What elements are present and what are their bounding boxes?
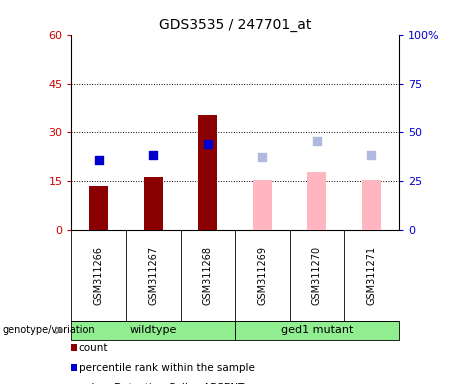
Text: genotype/variation: genotype/variation xyxy=(2,325,95,335)
Point xyxy=(313,137,321,144)
Point xyxy=(149,152,157,159)
Text: GSM311266: GSM311266 xyxy=(94,246,104,305)
Text: value, Detection Call = ABSENT: value, Detection Call = ABSENT xyxy=(78,383,244,384)
Bar xyxy=(198,114,218,230)
Point xyxy=(368,152,375,159)
Text: GSM311271: GSM311271 xyxy=(366,246,377,305)
Bar xyxy=(144,177,163,230)
Text: GSM311268: GSM311268 xyxy=(203,246,213,305)
Text: percentile rank within the sample: percentile rank within the sample xyxy=(78,363,254,373)
Text: ged1 mutant: ged1 mutant xyxy=(281,325,353,335)
Text: count: count xyxy=(78,343,108,353)
Point xyxy=(259,154,266,160)
Text: GSM311269: GSM311269 xyxy=(257,246,267,305)
Bar xyxy=(307,172,326,230)
Bar xyxy=(362,180,381,230)
Bar xyxy=(253,180,272,230)
Point xyxy=(204,141,212,147)
Text: GSM311267: GSM311267 xyxy=(148,246,158,305)
Bar xyxy=(71,321,235,340)
Text: wildtype: wildtype xyxy=(130,325,177,335)
Bar xyxy=(235,321,399,340)
Point xyxy=(95,157,102,163)
Text: GSM311270: GSM311270 xyxy=(312,246,322,305)
Title: GDS3535 / 247701_at: GDS3535 / 247701_at xyxy=(159,18,311,32)
Bar xyxy=(89,186,108,230)
